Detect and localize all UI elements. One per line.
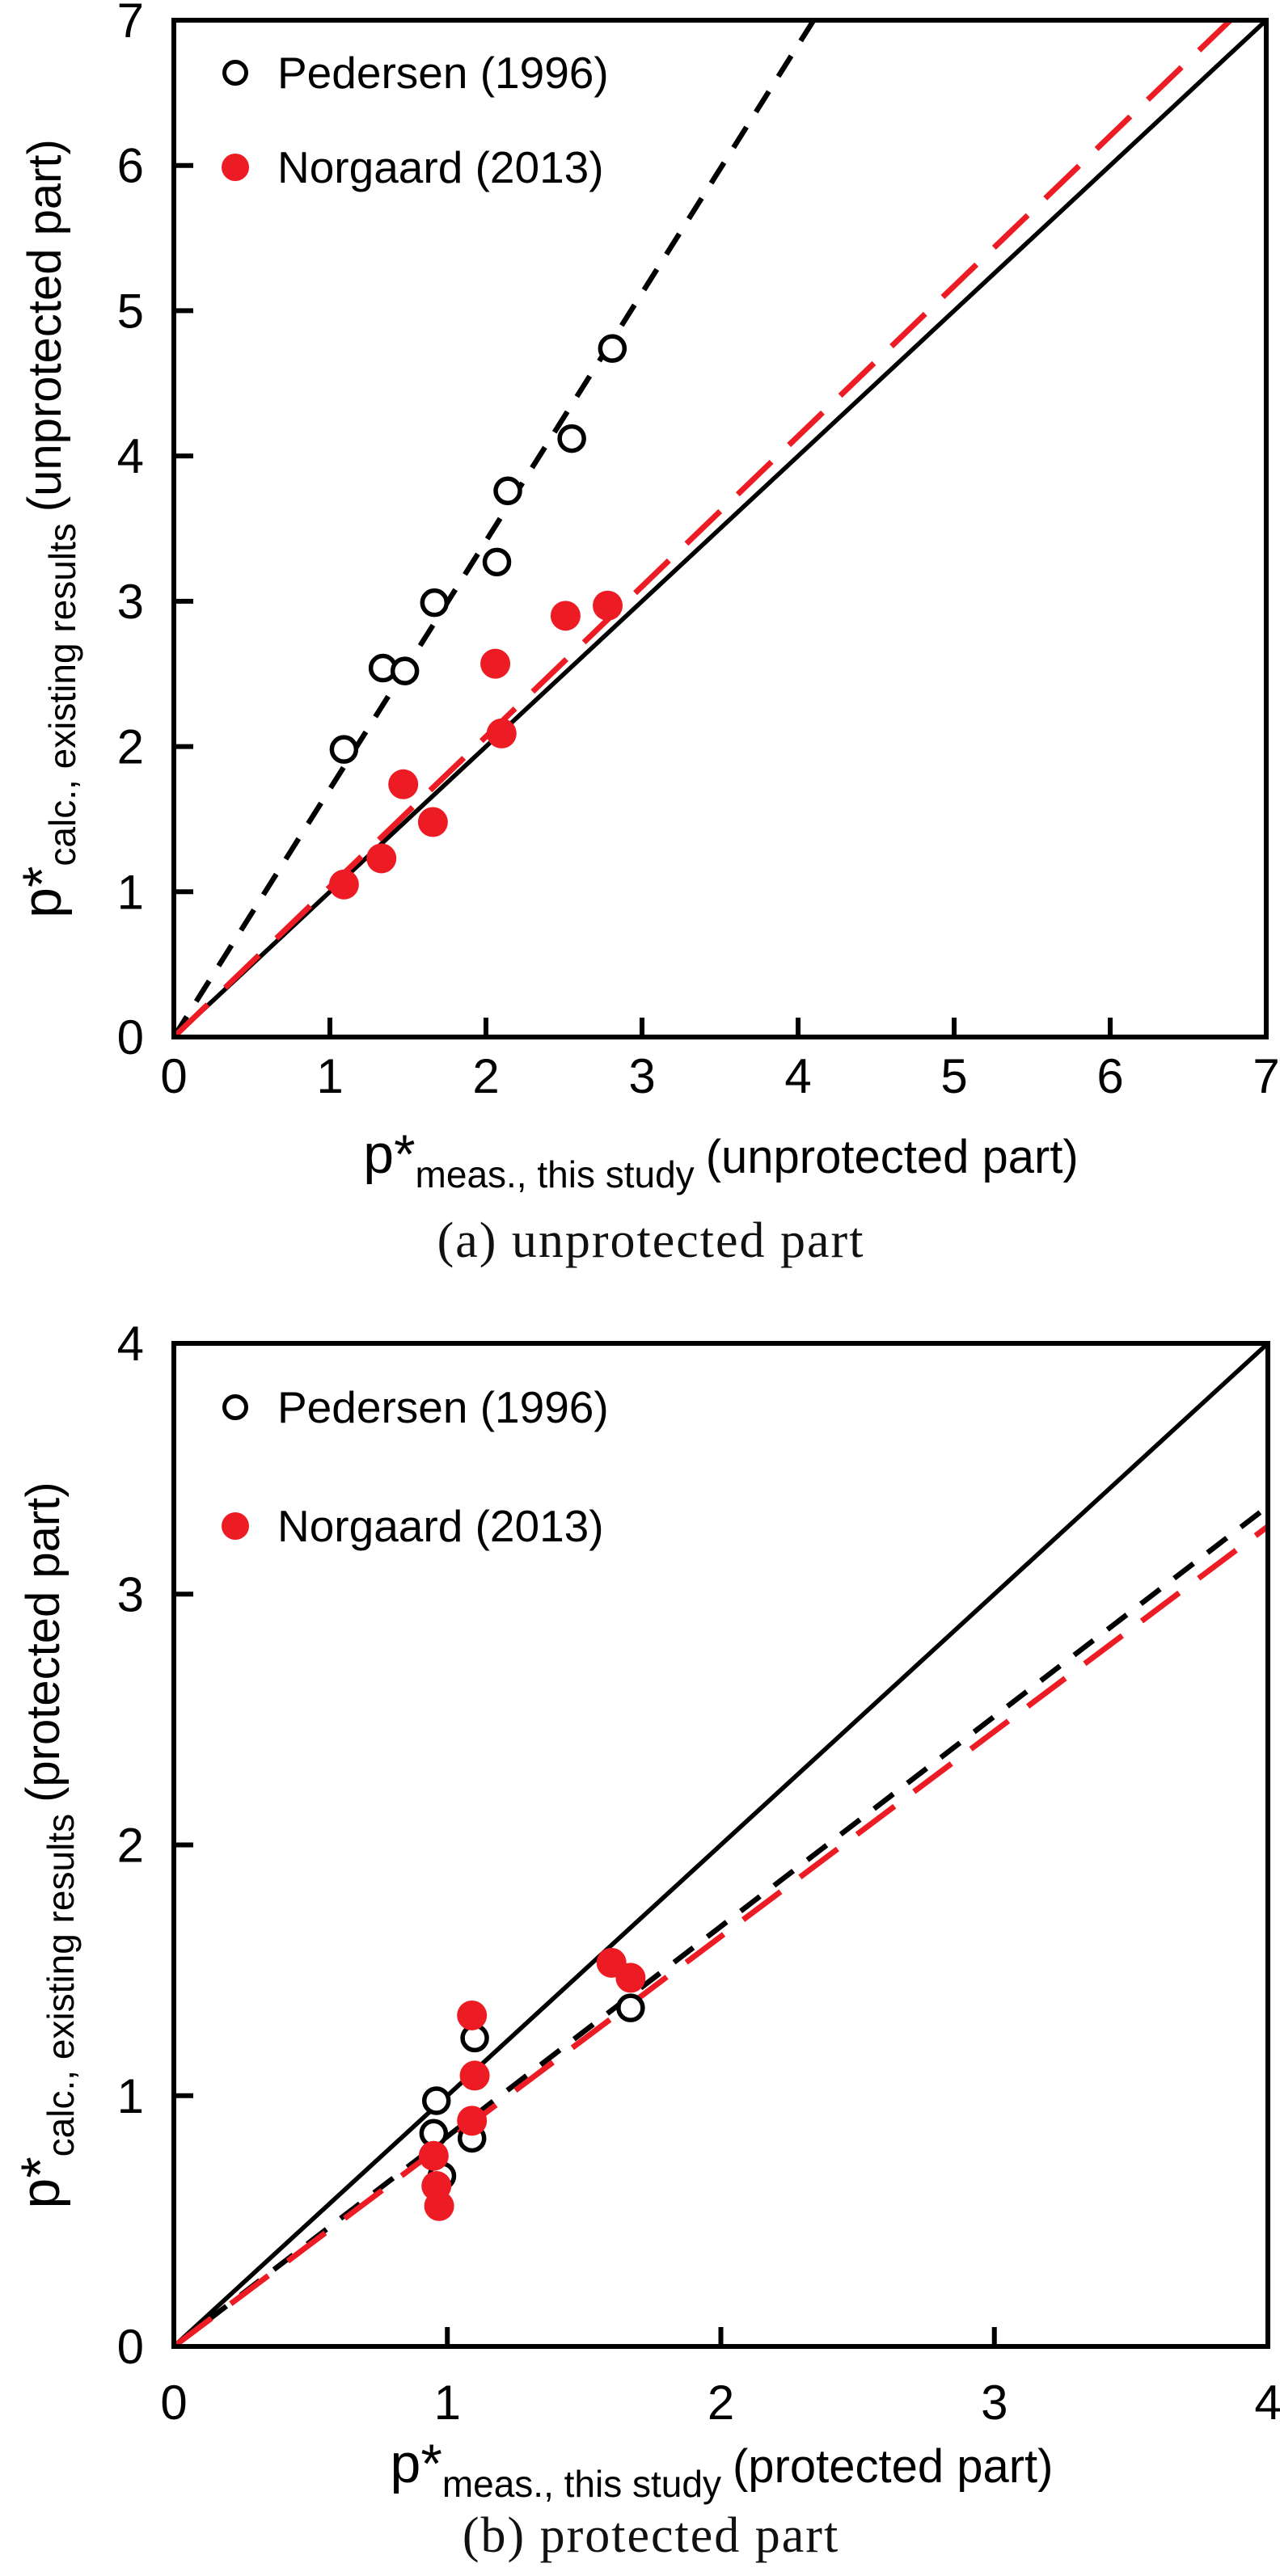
x-axis-label-b: p*meas., this study (protected part) <box>174 2423 1269 2505</box>
x-tick-label-a: 6 <box>1096 1049 1123 1103</box>
y-axis-label-b-symbol: p* <box>10 2157 71 2209</box>
plot-frame-a <box>171 18 1269 1039</box>
identity-line-b <box>172 1341 1269 2349</box>
legend-a: Pedersen (1996) Norgaard (2013) <box>222 48 609 192</box>
series-norgaard-2013- <box>418 1947 646 2221</box>
y-axis-label-a-suffix: (unprotected part) <box>19 139 71 512</box>
y-axis-label-a: p*calc., existing results (unprotected pa… <box>2 0 83 1078</box>
legend-marker-open-circle <box>222 60 248 86</box>
data-point-filled <box>366 843 397 874</box>
series-norgaard-2013- <box>328 590 623 900</box>
data-point-open <box>421 2086 451 2115</box>
data-point-open <box>420 588 450 618</box>
y-axis-label-a-symbol: p* <box>11 866 73 918</box>
y-axis-label-a-subscript: calc., existing results <box>41 523 83 866</box>
x-axis-label-a: p*meas., this study (unprotected part) <box>174 1114 1268 1195</box>
x-tick-label-a: 4 <box>784 1049 811 1103</box>
legend-marker-open-circle <box>222 1394 248 1420</box>
y-tick-label-a: 0 <box>117 1010 144 1065</box>
data-point-filled <box>459 2060 490 2091</box>
y-tick-label-b: 4 <box>117 1317 144 1371</box>
y-tick-label-a: 2 <box>117 720 144 774</box>
y-tick-label-a: 7 <box>117 0 144 48</box>
legend-b: Pedersen (1996) Norgaard (2013) <box>222 1382 609 1551</box>
x-axis-label-b-subscript: meas., this study <box>441 2463 721 2505</box>
data-point-filled <box>424 2190 454 2221</box>
y-tick-label-a: 4 <box>117 429 144 483</box>
x-tick-label-a: 0 <box>160 1049 187 1103</box>
data-point-filled <box>457 2000 488 2030</box>
data-point-filled <box>480 648 511 679</box>
data-point-open <box>598 334 627 363</box>
legend-label: Pedersen (1996) <box>277 48 609 98</box>
data-point-filled <box>486 718 517 748</box>
x-tick-label-a: 2 <box>472 1049 499 1103</box>
y-axis-label-b-subscript: calc., existing results <box>40 1813 82 2157</box>
y-tick-label-a: 3 <box>117 575 144 629</box>
legend-label: Pedersen (1996) <box>277 1382 609 1432</box>
data-point-filled <box>418 2140 449 2171</box>
data-point-open <box>390 656 420 685</box>
x-tick-label-b: 0 <box>160 2376 187 2430</box>
data-point-filled <box>615 1963 646 1993</box>
legend-label: Norgaard (2013) <box>277 142 604 192</box>
data-point-open <box>482 547 512 577</box>
y-tick-label-a: 6 <box>117 139 144 193</box>
y-tick-label-b: 2 <box>117 1819 144 1873</box>
x-tick-label-b: 2 <box>708 2376 734 2430</box>
y-tick-label-b: 3 <box>117 1567 144 1621</box>
y-tick-label-b: 0 <box>117 2320 144 2374</box>
data-point-open <box>557 424 586 453</box>
x-axis-label-a-subscript: meas., this study <box>415 1153 695 1195</box>
x-tick-label-a: 7 <box>1253 1049 1279 1103</box>
y-axis-label-b-suffix: (protected part) <box>17 1482 70 1802</box>
legend-marker-filled-circle <box>222 1512 249 1540</box>
caption-b: (b) protected part <box>462 2508 840 2563</box>
x-tick-label-b: 3 <box>981 2376 1008 2430</box>
data-point-filled <box>328 869 359 900</box>
x-tick-label-a: 5 <box>940 1049 967 1103</box>
data-point-filled <box>593 590 623 621</box>
y-tick-label-b: 1 <box>117 2069 144 2123</box>
legend-marker-filled-circle <box>222 154 249 181</box>
identity-line-a <box>172 18 1268 1039</box>
pedersen-trend-line-b <box>172 1504 1269 2349</box>
data-point-filled <box>417 807 448 837</box>
chart-a: 0 1 2 3 4 5 6 7 0 1 2 3 4 5 6 7 Pedersen (1996) Norgaard … <box>117 0 1280 1103</box>
series-pedersen-1996- <box>329 334 627 764</box>
x-axis-label-a-symbol: p* <box>363 1124 416 1185</box>
data-point-filled <box>388 769 419 799</box>
x-tick-label-b: 4 <box>1254 2376 1280 2430</box>
y-tick-label-a: 5 <box>117 284 144 338</box>
data-point-open <box>329 735 359 764</box>
y-tick-label-a: 1 <box>117 865 144 919</box>
data-point-filled <box>550 601 581 631</box>
norgaard-trend-line-b <box>171 1524 1270 2349</box>
x-tick-label-a: 3 <box>628 1049 655 1103</box>
y-axis-label-b: p*calc., existing results (protected part… <box>0 1296 82 2395</box>
norgaard-trend-line-a <box>171 18 1233 1039</box>
x-tick-label-a: 1 <box>316 1049 343 1103</box>
caption-a: (a) unprotected part <box>437 1213 865 1268</box>
data-point-open <box>493 476 522 506</box>
legend-label: Norgaard (2013) <box>277 1501 604 1551</box>
x-axis-label-b-suffix: (protected part) <box>732 2440 1054 2493</box>
x-tick-label-b: 1 <box>434 2376 461 2430</box>
pedersen-trend-line-a <box>171 19 817 1039</box>
data-point-open <box>616 1993 645 2022</box>
chart-b: 0 1 2 3 4 0 1 2 3 4 Pedersen (1996) Norgaard (2013) <box>117 1317 1280 2430</box>
x-axis-label-a-suffix: (unprotected part) <box>705 1131 1079 1183</box>
data-point-filled <box>457 2106 488 2136</box>
x-axis-label-b-symbol: p* <box>390 2433 442 2494</box>
